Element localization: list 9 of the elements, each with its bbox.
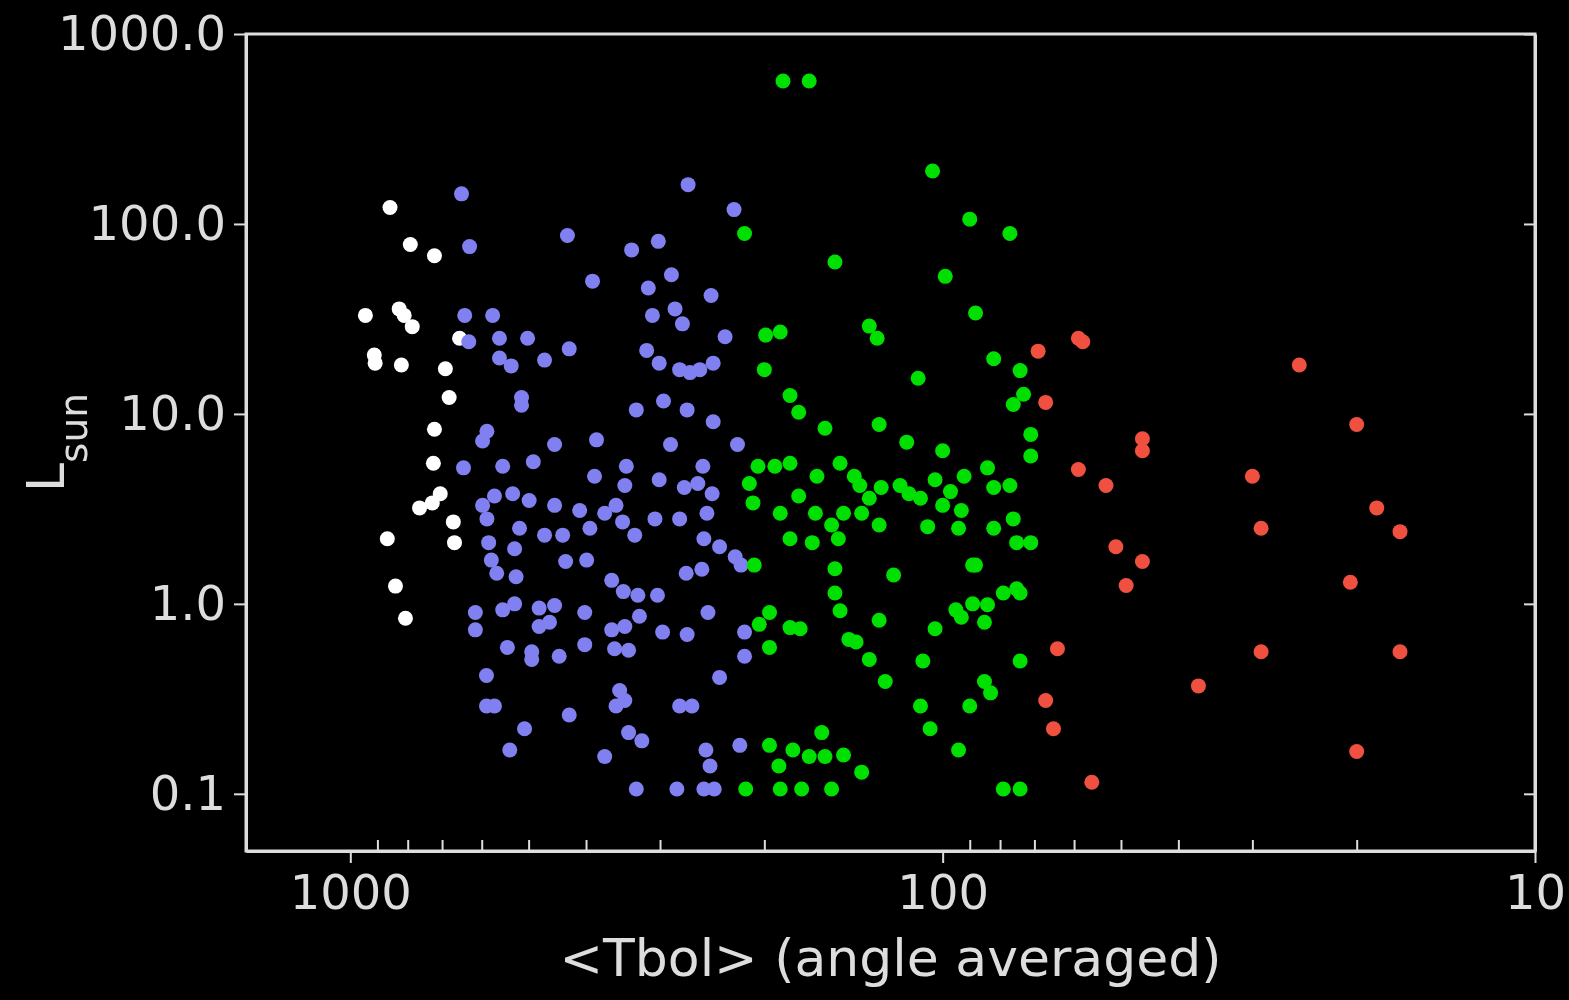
x-tick-label: 100 <box>897 864 989 921</box>
y-tick-label: 1000.0 <box>58 4 226 61</box>
y-tick-label: 100.0 <box>88 194 226 251</box>
x-tick-label: 10 <box>1504 864 1567 921</box>
y-tick-label: 0.1 <box>149 764 226 821</box>
y-tick-label: 10.0 <box>119 384 226 441</box>
x-tick-label: 1000 <box>289 864 412 921</box>
x-axis-title: <Tbol> (angle averaged) <box>559 928 1222 988</box>
y-tick-label: 1.0 <box>149 574 226 631</box>
